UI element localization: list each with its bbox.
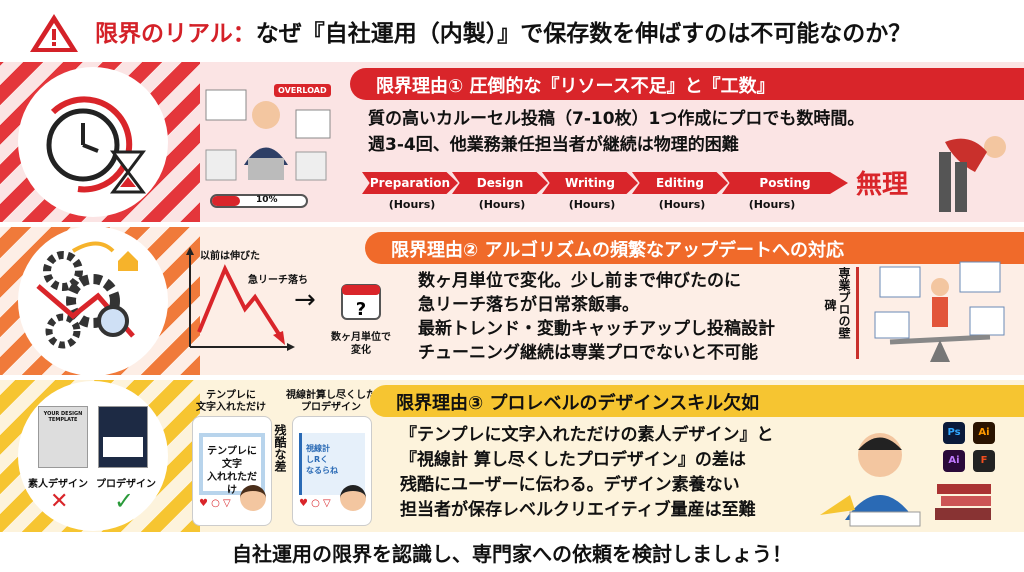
arrow-right-icon: → xyxy=(294,285,316,315)
clock-hourglass-icon xyxy=(18,67,168,217)
design-comparison: YOUR DESIGN TEMPLATE 素人デザイン プロデザイン ✕ ✓ xyxy=(18,381,168,531)
page-title: 限界のリアル：なぜ『自社運用（内製）』で保存数を伸ばすのは不可能なのか？ xyxy=(95,21,912,47)
man-avatar xyxy=(340,485,366,511)
amateur-post-card: テンプレに 文字 入れれただけ ♥ ○ ▽ xyxy=(192,416,272,526)
indesign-icon: Ai xyxy=(943,450,965,472)
svg-text:?: ? xyxy=(356,299,366,320)
reason-2-heading: 限界理由② アルゴリズムの頻繁なアップデートへの対応 xyxy=(365,232,1024,264)
footer-cta: 自社運用の限界を認識し、専門家への依頼を検討しましょう！ xyxy=(232,542,792,566)
reason-2-text: 数ヶ月単位で変化。少し前まで伸びたのに 急リーチ落ちが日常茶飯事。 最新トレンド・変… xyxy=(418,271,775,363)
reason-3-text: 『テンプレに文字入れただけの素人デザイン』と 『視線計 算し尽くしたプロデザイン』… xyxy=(400,425,774,520)
exhausted-person-illustration xyxy=(939,136,1006,212)
gears-trend-icon xyxy=(18,227,168,375)
calendar-question-icon: ? xyxy=(341,284,381,320)
step-writing: Writing xyxy=(542,172,638,194)
step-editing: Editing xyxy=(632,172,728,194)
reason-1-heading: 限界理由① 圧倒的な『リソース不足』と『工数』 xyxy=(350,68,1024,100)
reason-3-heading: 限界理由③ プロレベルのデザインスキル欠如 xyxy=(370,385,1024,417)
books-icon xyxy=(935,484,991,520)
reason-2-section: 以前は伸びた 急リーチ落ち → ? 数ヶ月単位で 変化 限界理由② アルゴリズムの… xyxy=(0,227,1024,375)
check-icon: ✓ xyxy=(114,487,135,515)
verdict-label: 無理 xyxy=(856,170,909,200)
reason-1-section: OVERLOAD 10% 限界理由① 圧倒的な『リソース不足』と『工数』 質の高… xyxy=(0,62,1024,222)
balancing-analyst-illustration xyxy=(874,261,1005,362)
progress-bar: 10% xyxy=(210,194,308,208)
photoshop-icon: Ps xyxy=(943,422,965,444)
pro-wall-label: 専業プロの壁 xyxy=(837,267,851,339)
step-posting: Posting xyxy=(722,172,848,194)
figma-icon: F xyxy=(973,450,995,472)
illustrator-icon: Ai xyxy=(973,422,995,444)
cross-icon: ✕ xyxy=(50,489,69,514)
step-preparation: Preparation xyxy=(362,172,458,194)
warning-icon xyxy=(30,14,78,52)
reach-drop-chart xyxy=(186,247,295,351)
woman-avatar xyxy=(240,485,266,511)
struggling-designer-illustration xyxy=(820,433,921,527)
pro-post-card: 視線計 しRく なるらね ♥ ○ ▽ xyxy=(292,416,372,526)
overloaded-worker-illustration: OVERLOAD xyxy=(196,70,336,190)
reason-1-text: 質の高いカルーセル投稿（7-10枚）1つ作成にプロでも数時間。 週3-4回、他業務… xyxy=(368,109,865,155)
reason-3-section: YOUR DESIGN TEMPLATE 素人デザイン プロデザイン ✕ ✓ テ… xyxy=(0,380,1024,532)
step-design: Design xyxy=(452,172,548,194)
gap-label: 残酷な差 xyxy=(273,424,287,472)
